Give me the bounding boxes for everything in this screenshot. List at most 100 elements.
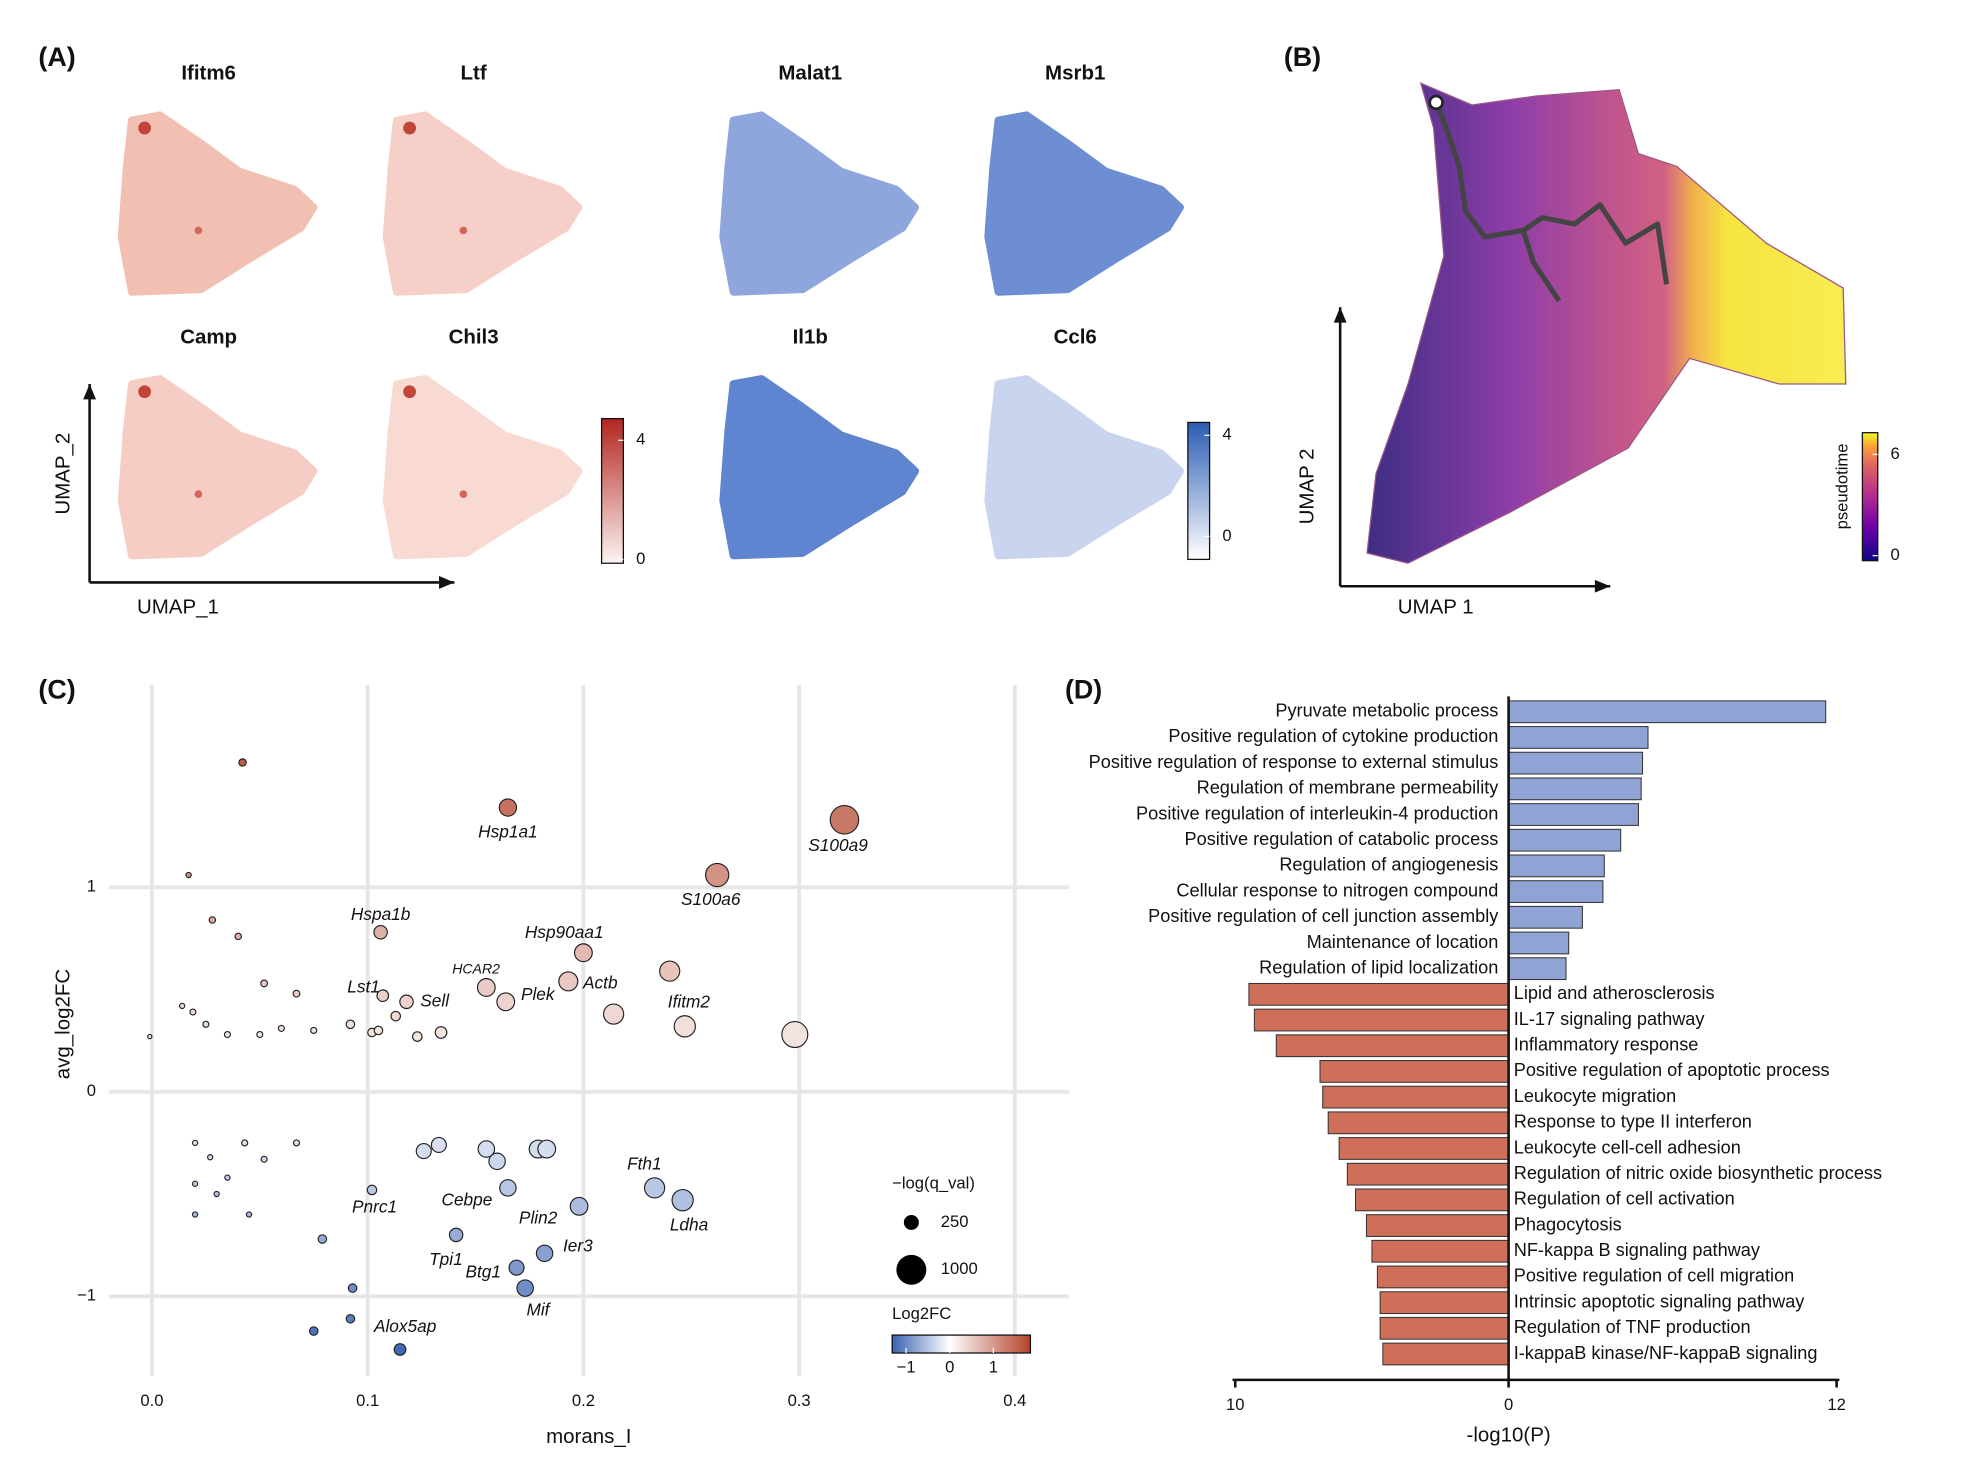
category-label: Regulation of nitric oxide biosynthetic …	[1514, 1163, 1882, 1183]
color-legend-label: 1	[989, 1358, 998, 1377]
point	[373, 1025, 384, 1036]
bar	[1508, 957, 1567, 981]
point	[213, 1190, 220, 1198]
point	[488, 1152, 506, 1171]
category-label: Positive regulation of cytokine producti…	[1168, 726, 1498, 746]
bar	[1508, 751, 1644, 775]
colorbar-tick-label: 0	[1891, 545, 1900, 564]
umap-cloud	[984, 111, 1184, 296]
colorbar-tick-label: 6	[1891, 444, 1900, 463]
point	[277, 1024, 285, 1032]
point	[537, 1139, 557, 1159]
bar	[1365, 1214, 1510, 1237]
point	[376, 989, 390, 1003]
point	[390, 1010, 402, 1022]
point	[310, 1026, 318, 1035]
point	[191, 1139, 199, 1147]
category-label: Response to type II interferon	[1514, 1112, 1752, 1132]
bar	[1508, 905, 1583, 929]
point-label: Mif	[526, 1300, 551, 1320]
point	[292, 989, 301, 998]
trajectory-branch	[1520, 229, 1562, 303]
feature-title: Ltf	[461, 62, 487, 85]
point-label: Ifitm2	[668, 992, 711, 1012]
point	[704, 862, 730, 888]
y-tick-label: 1	[87, 877, 96, 896]
point-label: HCAR2	[452, 960, 500, 976]
point	[292, 1139, 301, 1147]
panel-label: (C)	[38, 674, 75, 704]
point-label: Plek	[521, 984, 556, 1004]
point	[366, 1184, 378, 1196]
colorbar	[1861, 432, 1879, 562]
trajectory	[1433, 101, 1670, 285]
category-label: I-kappaB kinase/NF-kappaB signaling	[1514, 1343, 1818, 1363]
point	[430, 1136, 447, 1154]
category-label: Positive regulation of catabolic process	[1184, 829, 1498, 849]
point	[308, 1326, 319, 1336]
category-label: IL-17 signaling pathway	[1514, 1009, 1706, 1029]
bar	[1327, 1111, 1510, 1135]
x-axis-label: UMAP 1	[1398, 595, 1474, 618]
point	[345, 1019, 356, 1030]
cell-cloud	[1366, 82, 1847, 564]
panel-label: (B)	[1284, 42, 1321, 72]
point	[260, 979, 269, 988]
umap-cloud	[382, 375, 583, 560]
bar	[1275, 1034, 1510, 1058]
size-legend-label: 250	[941, 1212, 969, 1231]
point	[673, 1015, 696, 1038]
point	[260, 1155, 268, 1163]
point	[178, 1002, 186, 1010]
category-label: Regulation of lipid localization	[1259, 957, 1498, 977]
bar	[1322, 1085, 1510, 1109]
bar	[1376, 1265, 1510, 1289]
point	[373, 925, 388, 940]
category-label: Leukocyte migration	[1514, 1086, 1676, 1106]
point	[659, 960, 681, 982]
point	[434, 1026, 448, 1039]
umap-cloud	[117, 375, 318, 560]
bar	[1508, 931, 1570, 955]
bar	[1355, 1188, 1510, 1212]
category-label: Positive regulation of cell junction ass…	[1148, 906, 1499, 926]
category-label: Intrinsic apoptotic signaling pathway	[1514, 1291, 1806, 1311]
point	[573, 943, 593, 963]
point	[499, 1179, 517, 1197]
x-tick-label: 0.1	[356, 1391, 379, 1410]
category-label: Positive regulation of response to exter…	[1089, 752, 1499, 772]
bar	[1379, 1316, 1510, 1340]
feature-title: Ccl6	[1054, 325, 1097, 348]
point	[245, 1211, 253, 1218]
point	[569, 1196, 589, 1216]
category-label: Maintenance of location	[1307, 932, 1499, 952]
panel-label: (D)	[1065, 674, 1102, 704]
colorbar	[1187, 421, 1211, 561]
size-legend-label: 1000	[941, 1259, 978, 1278]
point	[508, 1259, 525, 1276]
size-legend-title: −log(q_val)	[892, 1173, 975, 1192]
point-label: Ldha	[670, 1214, 709, 1234]
umap-cloud	[117, 111, 318, 296]
y-axis-label: avg_log2FC	[51, 969, 74, 1079]
x-axis-label: morans_I	[546, 1425, 631, 1448]
hot-cells	[138, 121, 152, 135]
category-label: Lipid and atherosclerosis	[1514, 983, 1715, 1003]
point-label: Lst1	[347, 977, 380, 997]
feature-title: Camp	[180, 325, 237, 348]
category-label: Leukocyte cell-cell adhesion	[1514, 1137, 1741, 1157]
x-tick-label: 0.2	[572, 1391, 595, 1410]
point	[224, 1174, 231, 1181]
hot-cells	[194, 490, 203, 498]
point-label: Alox5ap	[373, 1316, 437, 1336]
colorbar-tick-label: 4	[1222, 425, 1231, 444]
bar	[1253, 1008, 1510, 1032]
hot-cells	[459, 226, 468, 235]
color-legend-bar	[891, 1334, 1032, 1354]
panel-label: (A)	[38, 42, 75, 72]
y-tick-label: −1	[77, 1286, 96, 1305]
hot-cells	[138, 385, 152, 399]
point	[448, 1227, 464, 1243]
